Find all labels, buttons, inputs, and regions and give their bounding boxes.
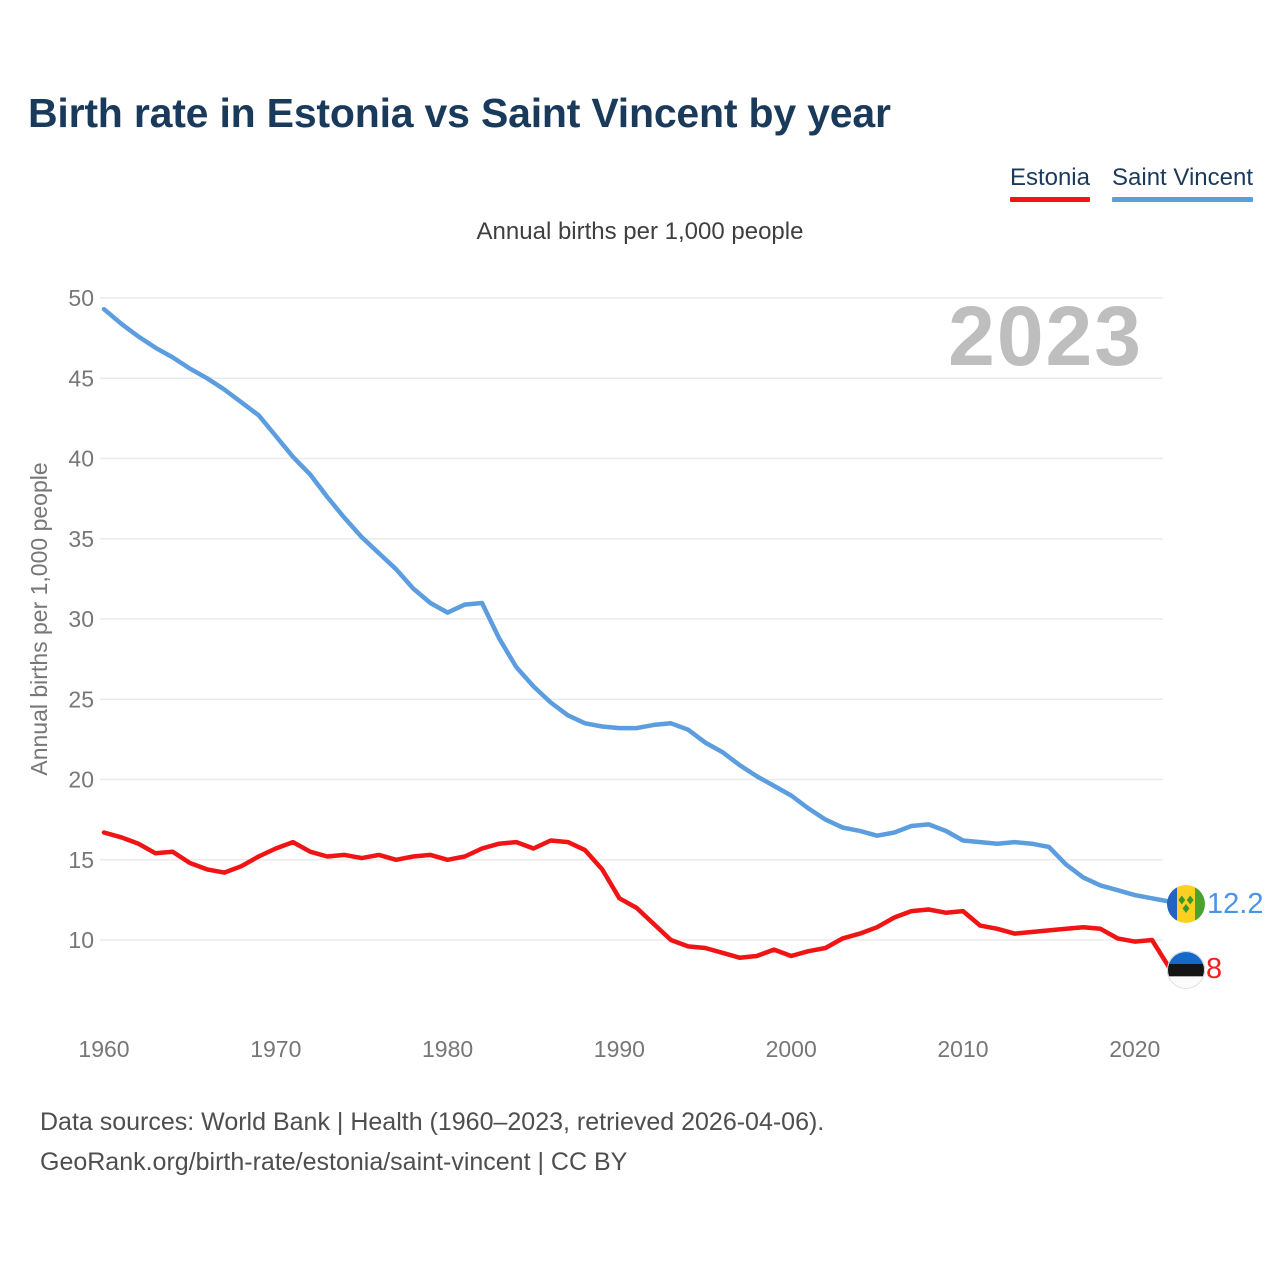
x-tick-2000: 2000 (766, 1036, 817, 1062)
estonia-line (101, 830, 1189, 975)
x-tick-1990: 1990 (594, 1036, 645, 1062)
y-tick-10: 10 (68, 927, 94, 953)
y-tick-labels: 50 45 40 35 30 25 20 15 10 (68, 285, 94, 953)
saint-vincent-end-value: 12.2 (1207, 888, 1263, 920)
x-tick-2010: 2010 (937, 1036, 988, 1062)
estonia-flag-icon (1167, 951, 1205, 989)
footer-sources: Data sources: World Bank | Health (1960–… (40, 1108, 825, 1136)
x-tick-1960: 1960 (78, 1036, 129, 1062)
legend: Estonia Saint Vincent (1009, 164, 1253, 202)
legend-item-estonia: Estonia (1009, 164, 1090, 202)
gridlines (100, 297, 1163, 941)
y-tick-50: 50 (68, 285, 94, 311)
y-tick-35: 35 (68, 526, 94, 552)
legend-label: Saint Vincent (1112, 164, 1253, 191)
y-tick-40: 40 (68, 446, 94, 472)
saint-vincent-line (101, 306, 1189, 907)
y-axis-title: Annual births per 1,000 people (26, 462, 52, 775)
y-tick-45: 45 (68, 365, 94, 391)
legend-color-bar (1009, 197, 1090, 202)
x-tick-1970: 1970 (250, 1036, 301, 1062)
y-tick-30: 30 (68, 606, 94, 632)
y-tick-20: 20 (68, 767, 94, 793)
estonia-end-value: 8 (1206, 953, 1222, 985)
y-tick-25: 25 (68, 686, 94, 712)
saint-vincent-flag-icon (1167, 885, 1205, 923)
page-title: Birth rate in Estonia vs Saint Vincent b… (28, 90, 891, 136)
legend-color-bar (1112, 197, 1253, 202)
footer: Data sources: World Bank | Health (1960–… (40, 1102, 824, 1182)
legend-item-saint-vincent: Saint Vincent (1112, 164, 1253, 202)
x-tick-2020: 2020 (1109, 1036, 1160, 1062)
x-tick-labels: 1960 1970 1980 1990 2000 2010 2020 (78, 1036, 1160, 1062)
legend-label: Estonia (1009, 164, 1090, 191)
footer-link: GeoRank.org/birth-rate/estonia/saint-vin… (40, 1148, 628, 1176)
watermark-year: 2023 (948, 289, 1143, 383)
series-lines (101, 306, 1189, 975)
x-tick-1980: 1980 (422, 1036, 473, 1062)
y-tick-15: 15 (68, 847, 94, 873)
chart-subtitle: Annual births per 1,000 people (476, 218, 804, 245)
